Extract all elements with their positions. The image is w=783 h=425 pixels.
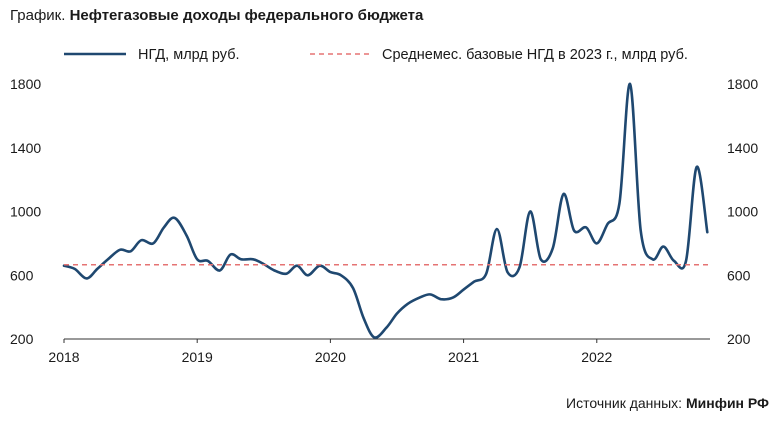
y-tick-label-right: 200 — [727, 331, 751, 347]
legend-label-ngd: НГД, млрд руб. — [138, 47, 240, 63]
title-main: Нефтегазовые доходы федерального бюджета — [69, 7, 424, 24]
y-tick-label-left: 600 — [10, 267, 34, 283]
legend: НГД, млрд руб. Среднемес. базовые НГД в 2… — [64, 47, 688, 63]
y-tick-label-right: 600 — [727, 267, 751, 283]
y-tick-label-right: 1000 — [727, 204, 758, 220]
y-tick-label-left: 1400 — [10, 140, 41, 156]
series-line-ngd — [62, 82, 709, 339]
x-tick-label: 2019 — [182, 349, 213, 365]
x-tick-label: 2022 — [581, 349, 612, 365]
legend-label-reference: Среднемес. базовые НГД в 2023 г., млрд р… — [382, 47, 688, 63]
source-label: Источник данных: — [566, 395, 683, 411]
y-tick-label-left: 1000 — [10, 204, 41, 220]
y-tick-label-left: 200 — [10, 331, 34, 347]
x-tick-label: 2021 — [448, 349, 479, 365]
source-name: Минфин РФ — [685, 395, 769, 411]
y-tick-label-left: 1800 — [10, 76, 41, 92]
x-axis: 2018 2019 2020 2021 2022 — [48, 338, 710, 365]
y-axis-left: 200 600 1000 1400 1800 — [10, 76, 41, 347]
source-note: Источник данных: Минфин РФ — [566, 395, 769, 411]
y-tick-label-right: 1400 — [727, 140, 758, 156]
y-tick-label-right: 1800 — [727, 76, 758, 92]
chart-title: График. Нефтегазовые доходы федерального… — [10, 7, 423, 24]
y-axis-right: 200 600 1000 1400 1800 — [727, 76, 758, 347]
plot-area — [62, 82, 710, 339]
x-tick-label: 2018 — [48, 349, 79, 365]
title-prefix: График. — [10, 7, 66, 24]
x-tick-label: 2020 — [315, 349, 346, 365]
